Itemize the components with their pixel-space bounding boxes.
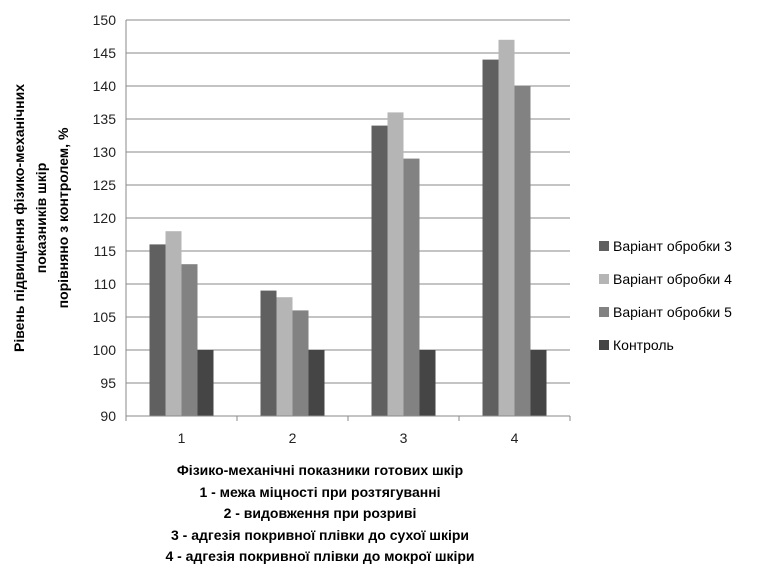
x-axis-caption-3: 3 - адгезія покривної плівки до сухої шк… <box>171 526 469 543</box>
legend-label: Варіант обробки 5 <box>613 304 732 320</box>
bar <box>308 350 325 416</box>
y-tick-label: 145 <box>93 45 117 61</box>
axes: 90 95 100 105 110 115 120 125 130 135 140 145 150 1 2 3… <box>93 12 571 446</box>
bar <box>530 350 547 416</box>
bar <box>181 264 198 416</box>
x-axis-caption-1: 1 - межа міцності при розтягуванні <box>199 483 441 500</box>
legend-swatch <box>599 340 609 350</box>
x-axis-caption-2: 2 - видовження при розриві <box>223 505 417 521</box>
bar <box>292 310 309 416</box>
legend-label: Варіант обробки 3 <box>613 238 732 254</box>
y-tick-label: 95 <box>100 375 116 391</box>
x-tick-label: 2 <box>289 430 297 446</box>
y-tick-label: 120 <box>93 210 117 226</box>
x-tick-label: 4 <box>511 430 519 446</box>
bar <box>260 290 277 416</box>
legend: Варіант обробки 3 Варіант обробки 4 Варіан… <box>599 238 732 353</box>
y-tick-label: 150 <box>93 12 117 28</box>
bar <box>482 59 499 416</box>
legend-swatch <box>599 241 609 251</box>
y-tick-label: 90 <box>100 408 116 424</box>
bars <box>149 39 547 417</box>
legend-swatch <box>599 307 609 317</box>
x-tick-label: 3 <box>400 430 408 446</box>
y-tick-label: 110 <box>94 276 117 292</box>
y-tick-label: 130 <box>93 144 117 160</box>
y-tick-label: 100 <box>93 342 117 358</box>
bar <box>276 297 293 416</box>
x-axis-title: Фізико-механічні показники готових шкір … <box>60 460 580 568</box>
y-axis-title-line: Рівень підвищення фізико-механічних <box>11 84 27 352</box>
x-axis-title-line: Фізико-механічні показники готових шкір <box>176 462 464 478</box>
bar <box>403 158 420 416</box>
y-axis-title-line: показників шкір <box>33 163 49 274</box>
y-axis-title-line: порівняно з контролем, % <box>55 127 71 308</box>
x-tick-label: 1 <box>178 430 186 446</box>
bar <box>371 125 388 416</box>
y-tick-label: 105 <box>93 309 117 325</box>
y-tick-label: 115 <box>94 243 117 259</box>
bar <box>419 350 436 416</box>
legend-label: Контроль <box>613 337 674 353</box>
bar <box>165 231 182 416</box>
bar <box>514 86 531 416</box>
bar <box>197 350 214 416</box>
legend-label: Варіант обробки 4 <box>613 271 732 287</box>
bar <box>498 39 515 417</box>
y-tick-label: 135 <box>93 111 117 127</box>
y-axis-title: Рівень підвищення фізико-механічних показ… <box>11 84 71 352</box>
y-tick-label: 140 <box>93 78 117 94</box>
y-tick-label: 125 <box>93 177 117 193</box>
x-axis-caption-4: 4 - адгезія покривної плівки до мокрої ш… <box>165 548 475 564</box>
legend-swatch <box>599 274 609 284</box>
bar <box>149 244 166 416</box>
bar <box>387 112 404 417</box>
